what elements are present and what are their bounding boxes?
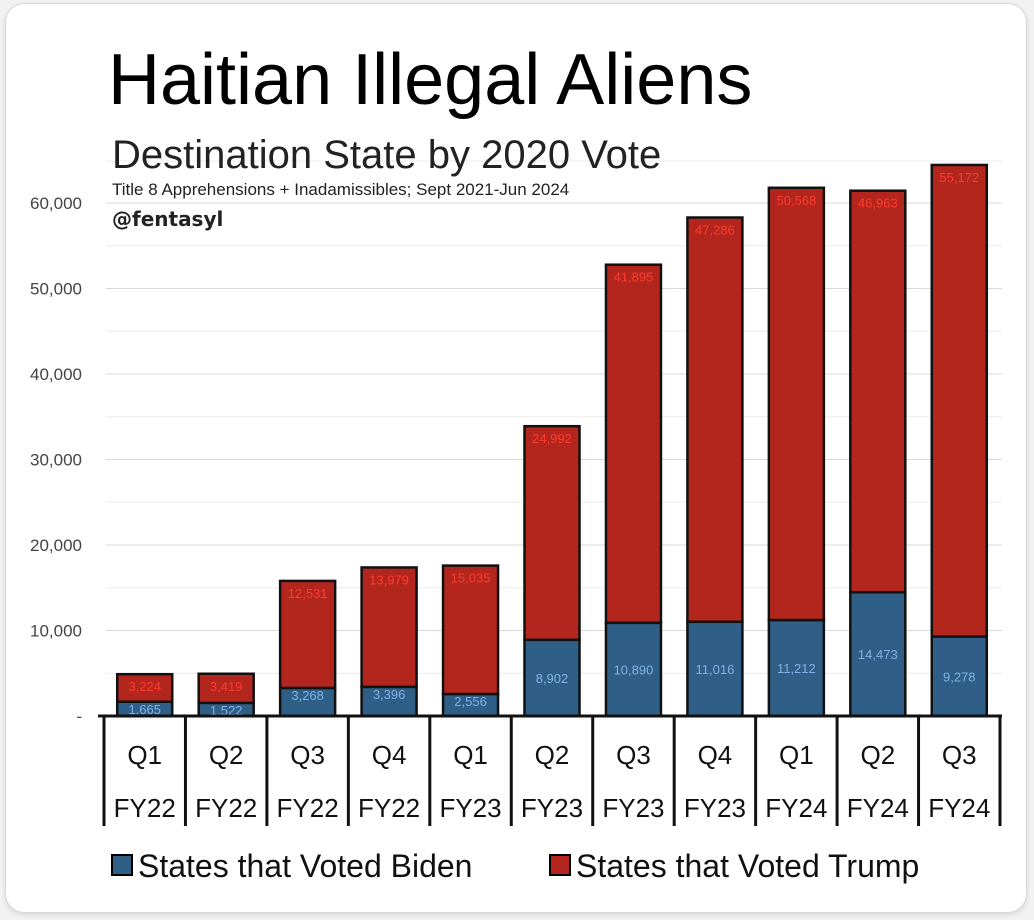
bar-biden bbox=[767, 618, 826, 718]
x-tick-fiscal-year: FY22 bbox=[195, 793, 257, 823]
x-tick-fiscal-year: FY24 bbox=[765, 793, 827, 823]
chart-title: Haitian Illegal Aliens bbox=[108, 40, 752, 120]
data-label-biden: 9,278 bbox=[943, 669, 976, 684]
bars: 3,224 1,665 3,419 1,522 12,531 3,268 13,979 3,3… bbox=[115, 163, 989, 718]
x-tick-fiscal-year: FY23 bbox=[439, 793, 501, 823]
data-label-biden: 2,556 bbox=[454, 694, 487, 709]
data-label-biden: 8,902 bbox=[536, 671, 569, 686]
x-tick-fiscal-year: FY22 bbox=[358, 793, 420, 823]
x-tick-fiscal-year: FY23 bbox=[602, 793, 664, 823]
data-label-trump: 46,963 bbox=[858, 196, 898, 211]
data-label-biden: 11,016 bbox=[696, 662, 735, 677]
y-axis-ticks: - 10,000 20,000 30,000 40,000 50,000 60,000 bbox=[30, 194, 82, 726]
data-label-biden: 14,473 bbox=[858, 647, 898, 662]
data-label-trump: 55,172 bbox=[939, 170, 979, 185]
bar-trump bbox=[523, 424, 581, 642]
data-label-trump: 41,895 bbox=[614, 270, 654, 285]
data-label-trump: 3,224 bbox=[128, 679, 161, 694]
x-tick-fiscal-year: FY24 bbox=[847, 793, 909, 823]
x-tick-fiscal-year: FY22 bbox=[114, 793, 176, 823]
chart-subtitle: Destination State by 2020 Vote bbox=[112, 133, 661, 177]
credit-handle: @fentasyl bbox=[112, 207, 223, 231]
x-tick-quarter: Q3 bbox=[616, 740, 651, 770]
data-label-biden: 1,522 bbox=[210, 703, 243, 718]
legend: States that Voted Biden States that Vote… bbox=[111, 848, 919, 884]
legend-label-biden: States that Voted Biden bbox=[138, 848, 472, 884]
chart-card: - 10,000 20,000 30,000 40,000 50,000 60,000 3,… bbox=[6, 4, 1026, 912]
x-tick-quarter: Q1 bbox=[127, 740, 162, 770]
bar-biden bbox=[930, 635, 989, 718]
data-label-trump: 15,035 bbox=[451, 571, 491, 586]
bar-trump bbox=[278, 579, 337, 690]
y-tick-label: 20,000 bbox=[30, 536, 82, 555]
x-tick-quarter: Q3 bbox=[942, 740, 977, 770]
data-label-biden: 3,268 bbox=[291, 688, 324, 703]
y-tick-label: - bbox=[76, 707, 82, 726]
bar-biden bbox=[278, 686, 337, 718]
bar-trump bbox=[686, 216, 744, 624]
bar-trump bbox=[441, 564, 500, 696]
x-tick-fiscal-year: FY24 bbox=[928, 793, 990, 823]
y-tick-label: 50,000 bbox=[30, 280, 82, 299]
x-axis: Q1 FY22 Q2 FY22 Q3 FY22 Q4 FY22 Q1 FY23 Q2 FY23 Q3 FY… bbox=[98, 714, 1002, 826]
x-tick-quarter: Q1 bbox=[453, 740, 488, 770]
data-label-trump: 47,286 bbox=[695, 223, 735, 238]
data-label-trump: 3,419 bbox=[210, 679, 243, 694]
x-tick-quarter: Q2 bbox=[535, 740, 570, 770]
y-tick-label: 60,000 bbox=[30, 194, 82, 213]
x-tick-fiscal-year: FY23 bbox=[684, 793, 746, 823]
x-tick-quarter: Q3 bbox=[290, 740, 325, 770]
legend-label-trump: States that Voted Trump bbox=[576, 848, 919, 884]
data-label-biden: 11,212 bbox=[777, 661, 816, 676]
legend-swatch-trump bbox=[549, 854, 571, 876]
data-label-trump: 12,531 bbox=[288, 586, 328, 601]
data-label-biden: 3,396 bbox=[373, 687, 406, 702]
data-label-trump: 24,992 bbox=[532, 431, 572, 446]
data-label-biden: 1,665 bbox=[128, 702, 161, 717]
x-tick-quarter: Q2 bbox=[860, 740, 895, 770]
x-tick-quarter: Q4 bbox=[372, 740, 407, 770]
data-label-biden: 10,890 bbox=[614, 662, 654, 677]
bar-trump bbox=[930, 163, 989, 638]
legend-swatch-biden bbox=[111, 854, 133, 876]
bar-biden bbox=[360, 685, 418, 718]
chart-note: Title 8 Apprehensions + Inadamissibles; … bbox=[112, 180, 569, 199]
y-tick-label: 10,000 bbox=[30, 622, 82, 641]
x-tick-fiscal-year: FY23 bbox=[521, 793, 583, 823]
x-tick-quarter: Q1 bbox=[779, 740, 814, 770]
bar-trump bbox=[360, 566, 418, 689]
bar-trump bbox=[115, 672, 174, 704]
bar-trump bbox=[604, 263, 663, 625]
y-tick-label: 30,000 bbox=[30, 451, 82, 470]
data-label-trump: 50,568 bbox=[776, 193, 816, 208]
bar-biden bbox=[686, 620, 744, 718]
data-label-trump: 13,979 bbox=[369, 572, 409, 587]
x-tick-quarter: Q4 bbox=[698, 740, 733, 770]
y-tick-label: 40,000 bbox=[30, 365, 82, 384]
chart: - 10,000 20,000 30,000 40,000 50,000 60,000 3,… bbox=[30, 40, 1002, 884]
bar-trump bbox=[849, 189, 907, 594]
bar-trump bbox=[767, 186, 826, 622]
x-tick-fiscal-year: FY22 bbox=[277, 793, 339, 823]
x-tick-quarter: Q2 bbox=[209, 740, 244, 770]
